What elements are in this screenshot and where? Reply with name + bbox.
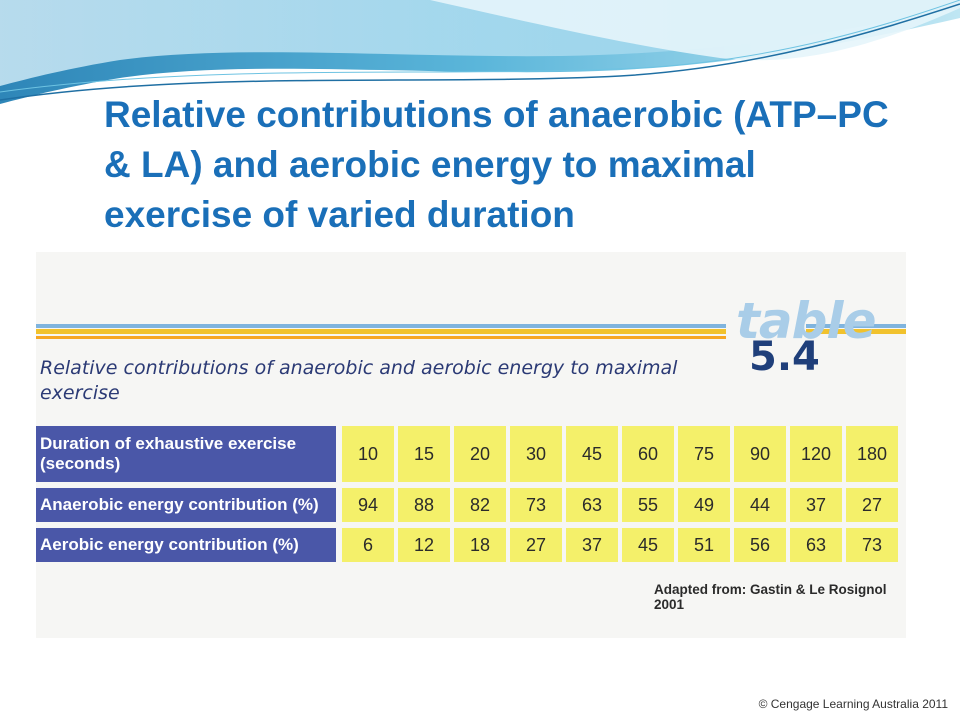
copyright-notice: © Cengage Learning Australia 2011: [758, 697, 948, 711]
table-cell: 90: [734, 426, 786, 482]
table-cell: 37: [790, 488, 842, 522]
table-cell: 6: [342, 528, 394, 562]
slide-title: Relative contributions of anaerobic (ATP…: [104, 94, 889, 235]
decorative-stripe: [36, 324, 726, 328]
header-wave-decoration: [0, 0, 960, 104]
decorative-stripe: [36, 336, 726, 339]
table-cell: 120: [790, 426, 842, 482]
table-cell: 15: [398, 426, 450, 482]
table-badge-number: 5.4: [749, 334, 820, 380]
table-cell: 18: [454, 528, 506, 562]
table-cell: 75: [678, 426, 730, 482]
table-cell: 45: [622, 528, 674, 562]
table-cell: 27: [846, 488, 898, 522]
table-cell: 45: [566, 426, 618, 482]
table-source: Adapted from: Gastin & Le Rosignol 2001: [654, 582, 887, 612]
table-cell: 73: [510, 488, 562, 522]
table-cell: 37: [566, 528, 618, 562]
decorative-stripe: [806, 329, 906, 334]
table-cell: 27: [510, 528, 562, 562]
table-cell: 180: [846, 426, 898, 482]
table-cell: 49: [678, 488, 730, 522]
table-cell: 51: [678, 528, 730, 562]
decorative-stripe: [806, 324, 906, 328]
table-cell: 56: [734, 528, 786, 562]
row-label-duration: Duration of exhaustive exercise (seconds…: [36, 426, 336, 482]
table-cell: 10: [342, 426, 394, 482]
table-cell: 82: [454, 488, 506, 522]
table-badge-word: table: [736, 292, 876, 350]
row-label-anaerobic: Anaerobic energy contribution (%): [36, 488, 336, 522]
table-cell: 44: [734, 488, 786, 522]
table-figure: table 5.4 Relative contributions of anae…: [36, 252, 906, 638]
table-cell: 55: [622, 488, 674, 522]
table-cell: 12: [398, 528, 450, 562]
table-cell: 63: [566, 488, 618, 522]
table-cell: 88: [398, 488, 450, 522]
table-cell: 60: [622, 426, 674, 482]
table-cell: 73: [846, 528, 898, 562]
decorative-stripe: [36, 329, 726, 334]
row-label-aerobic: Aerobic energy contribution (%): [36, 528, 336, 562]
table-cell: 30: [510, 426, 562, 482]
table-cell: 63: [790, 528, 842, 562]
table-cell: 94: [342, 488, 394, 522]
table-caption: Relative contributions of anaerobic and …: [40, 357, 678, 404]
table-cell: 20: [454, 426, 506, 482]
